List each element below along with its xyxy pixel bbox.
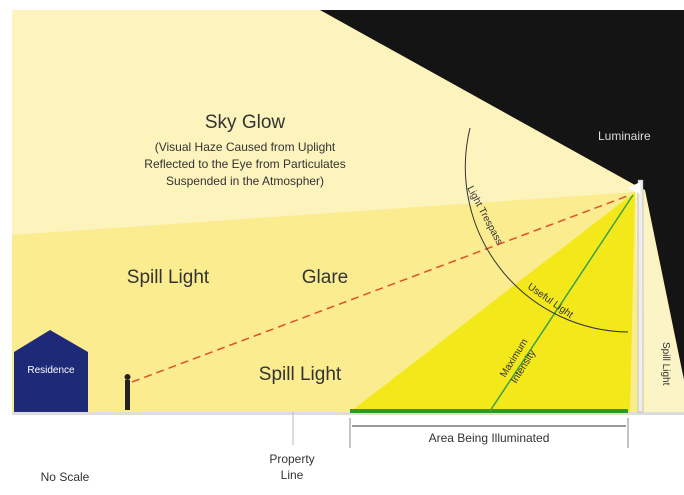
glare-label: Glare [302, 267, 348, 288]
residence-label: Residence [27, 365, 75, 376]
sky-glow-text: Reflected to the Eye from Particulates [144, 157, 345, 171]
spill-light-label: Spill Light [259, 364, 342, 385]
area-label: Area Being Illuminated [429, 431, 550, 445]
sky-glow-text: (Visual Haze Caused from Uplight [155, 140, 336, 154]
spill-light-label: Spill Light [127, 267, 210, 288]
property-line-label: Property [269, 452, 314, 466]
sky-glow-title: Sky Glow [205, 112, 286, 133]
property-line-label: Line [281, 468, 304, 482]
pole [638, 180, 643, 412]
diagram: Sky Glow (Visual Haze Caused from Upligh… [0, 0, 684, 495]
luminaire-label: Luminaire [598, 129, 651, 143]
person-head [125, 374, 131, 380]
person [125, 380, 130, 410]
no-scale-label: No Scale [41, 470, 90, 484]
sky-glow-text: Suspended in the Atmospher) [166, 174, 324, 188]
spill-light-label: Spill Light [660, 342, 671, 386]
